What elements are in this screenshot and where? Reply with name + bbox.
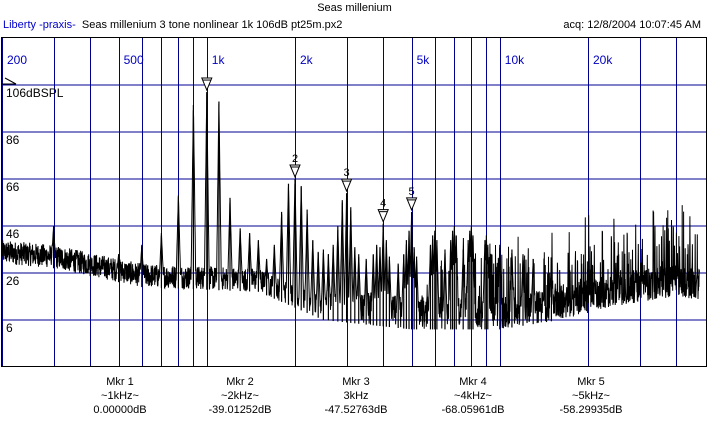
marker-5-icon: [405, 197, 418, 212]
marker-label: Mkr 4: [459, 376, 487, 388]
marker-readout-2: Mkr 2 ~2kHz~ -39.01252dB: [180, 375, 300, 417]
marker-label: Mkr 5: [577, 376, 605, 388]
marker-3-number: 3: [344, 167, 350, 179]
marker-value: 0.00000dB: [93, 404, 147, 416]
marker-2-icon: [289, 164, 301, 179]
marker-readout-5: Mkr 5 ~5kHz~ -58.29935dB: [531, 375, 651, 417]
marker-readout-3: Mkr 3 3kHz -47.52763dB: [296, 375, 416, 417]
marker-5-number: 5: [409, 186, 415, 198]
marker-readout-1: Mkr 1 ~1kHz~ 0.00000dB: [60, 375, 180, 417]
x-tick-label: 1k: [212, 53, 226, 67]
marker-label: Mkr 2: [226, 376, 254, 388]
file-name: Seas millenium 3 tone nonlinear 1k 106dB…: [81, 19, 343, 31]
x-tick-label: 500: [124, 53, 144, 67]
x-tick-label: 2k: [300, 53, 314, 67]
y-tick-label: 26: [6, 274, 20, 288]
y-tick-label: 6: [6, 321, 13, 335]
file-info: Liberty -praxis- Seas millenium 3 tone n…: [3, 19, 342, 31]
marker-4-icon: [377, 209, 389, 223]
marker-2-number: 2: [292, 153, 298, 165]
reference-level-icon: [2, 77, 17, 85]
x-tick-label: 10k: [505, 53, 525, 67]
y-tick-label: 66: [6, 180, 20, 194]
marker-readout-4: Mkr 4 ~4kHz~ -68.05961dB: [413, 375, 533, 417]
marker-label: Mkr 1: [106, 376, 134, 388]
y-tick-label: 86: [6, 133, 20, 147]
marker-value: -58.29935dB: [559, 404, 623, 416]
x-tick-label: 200: [7, 53, 27, 67]
marker-freq: 3kHz: [343, 390, 369, 402]
x-tick-label: 20k: [593, 53, 613, 67]
marker-freq: ~5kHz~: [572, 390, 610, 402]
brand-label: Liberty -praxis-: [3, 19, 76, 31]
x-tick-label: 5k: [417, 53, 431, 67]
marker-value: -47.52763dB: [324, 404, 388, 416]
acquisition-time: acq: 12/8/2004 10:07:45 AM: [563, 19, 701, 31]
chart-title: Seas millenium: [317, 2, 392, 14]
marker-freq: ~2kHz~: [221, 390, 259, 402]
marker-1-icon: [201, 77, 213, 92]
y-tick-label: 46: [6, 227, 20, 241]
marker-label: Mkr 3: [342, 376, 370, 388]
y-tick-label: 106dBSPL: [6, 86, 64, 100]
marker-4-number: 4: [380, 198, 386, 210]
marker-3-icon: [340, 178, 353, 193]
plot-border: [1, 37, 707, 367]
marker-freq: ~4kHz~: [454, 390, 492, 402]
marker-value: -39.01252dB: [208, 404, 272, 416]
marker-freq: ~1kHz~: [101, 390, 139, 402]
marker-value: -68.05961dB: [441, 404, 505, 416]
